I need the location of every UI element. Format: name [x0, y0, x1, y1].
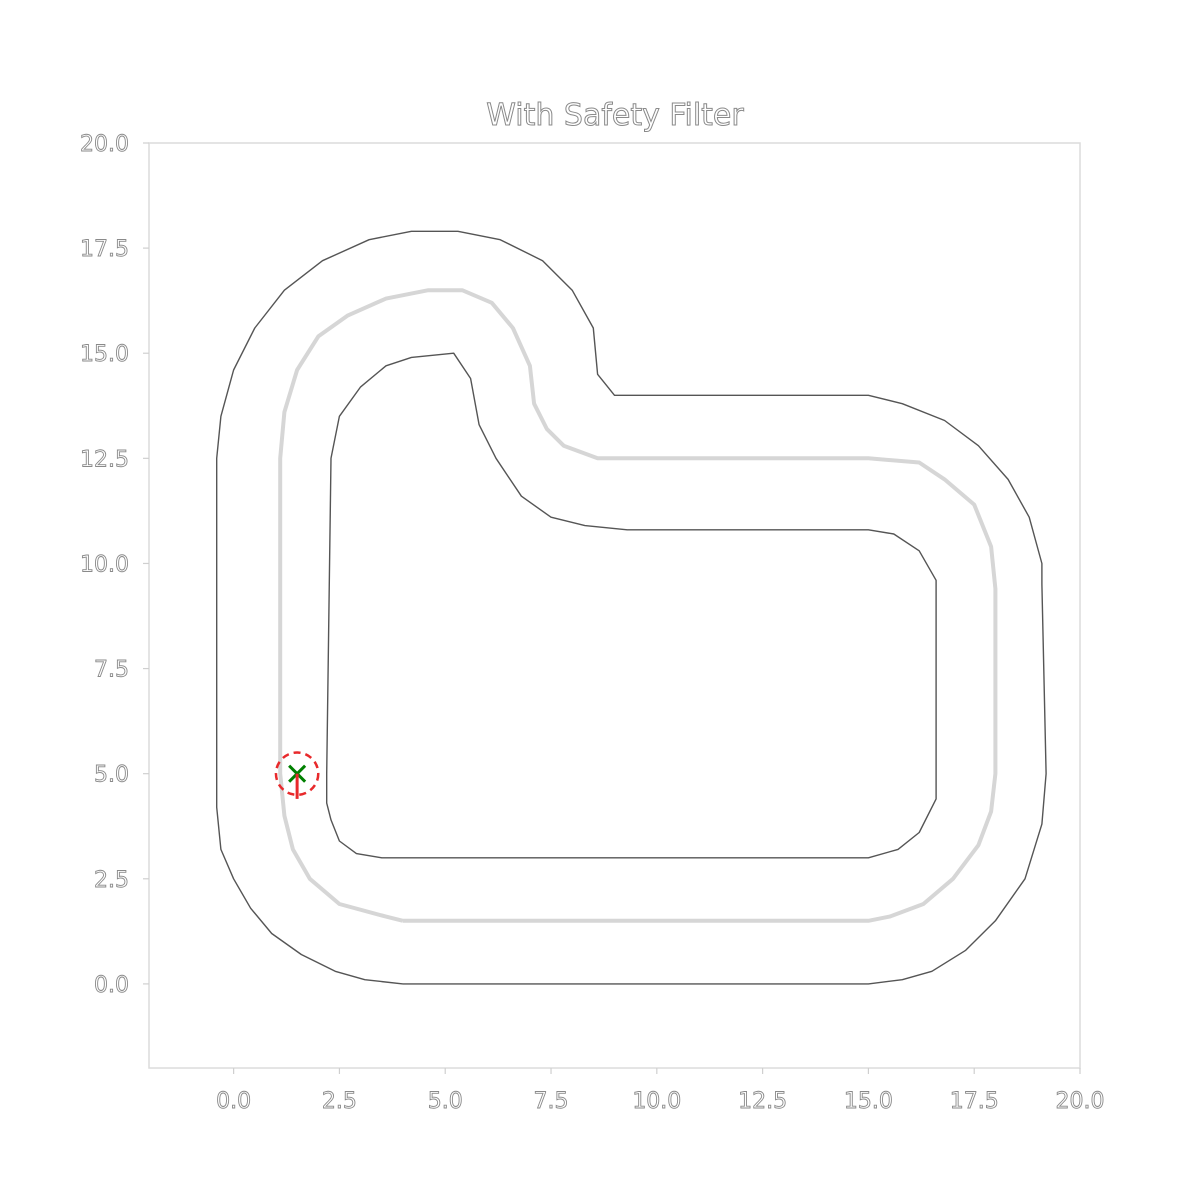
x-tick-label: 10.0: [632, 1089, 681, 1114]
centerline-line: [278, 288, 998, 923]
outer-boundary-line: [216, 230, 1047, 985]
x-tick-label: 0.0: [216, 1089, 251, 1114]
x-tick-label: 2.5: [322, 1089, 357, 1114]
y-tick-label: 20.0: [80, 132, 129, 157]
x-tick-label: 7.5: [534, 1089, 569, 1114]
y-tick-label: 5.0: [94, 763, 129, 788]
y-tick-label: 0.0: [94, 973, 129, 998]
y-tick-label: 2.5: [94, 868, 129, 893]
x-tick-label: 12.5: [738, 1089, 787, 1114]
x-tick-label: 5.0: [428, 1089, 463, 1114]
vehicle-markers: [274, 751, 320, 799]
x-tick-label: 17.5: [950, 1089, 999, 1114]
y-tick-label: 17.5: [80, 237, 129, 262]
track-lines: [216, 230, 1047, 985]
y-tick-label: 10.0: [80, 552, 129, 577]
x-tick-label: 20.0: [1056, 1089, 1105, 1114]
safety-circle: [274, 751, 320, 797]
y-tick-label: 12.5: [80, 447, 129, 472]
axis-ticks: 0.0 2.5 5.0 7.5 10.0 12.5 15.0 17.5 20.0 0.0 2.5 5.…: [80, 132, 1105, 1115]
chart-title: With Safety Filter: [486, 98, 744, 133]
inner-boundary-line: [326, 352, 937, 859]
y-tick-label: 15.0: [80, 342, 129, 367]
y-tick-label: 7.5: [94, 658, 129, 683]
plot-area: [148, 142, 1081, 1069]
x-tick-label: 15.0: [844, 1089, 893, 1114]
